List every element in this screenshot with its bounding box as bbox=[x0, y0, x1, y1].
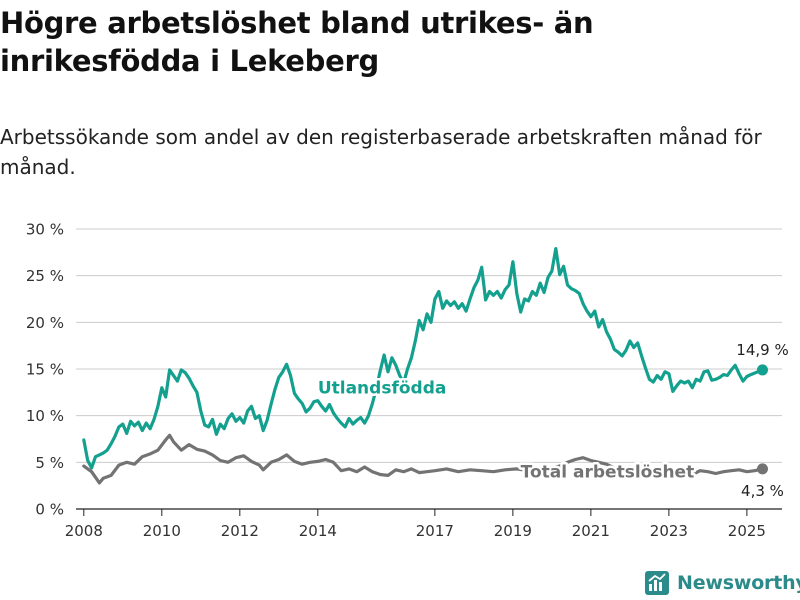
x-tick-label: 2019 bbox=[494, 522, 532, 540]
x-tick-label: 2017 bbox=[416, 522, 454, 540]
end-value-label: 14,9 % bbox=[736, 341, 788, 359]
newsworthy-logo-icon bbox=[645, 571, 669, 595]
y-tick-label: 15 % bbox=[26, 361, 64, 379]
series-label: Utlandsfödda bbox=[318, 378, 447, 398]
x-tick-label: 2025 bbox=[728, 522, 766, 540]
axes: 0 % 5 % 10 % 15 % 20 % 25 % 30 % 2008 2010 2012 20… bbox=[26, 221, 782, 540]
chart-labels: 14,9 % 4,3 % Utlandsfödda Total arbetslöshe… bbox=[315, 341, 788, 500]
chart-subtitle: Arbetssökande som andel av den registerb… bbox=[0, 125, 762, 179]
series-line-utlandsfödda bbox=[82, 247, 765, 470]
series-line-total-arbetslöshet bbox=[82, 433, 765, 485]
x-tick-label: 2023 bbox=[650, 522, 688, 540]
x-tick-label: 2021 bbox=[572, 522, 610, 540]
end-point-utlandsfödda bbox=[756, 364, 768, 376]
brand-logo[interactable]: Newsworthy bbox=[645, 570, 800, 596]
chart-title: Högre arbetslöshet bland utrikes- än inr… bbox=[0, 6, 594, 78]
grid-lines bbox=[76, 228, 782, 463]
x-tick-label: 2012 bbox=[221, 522, 259, 540]
end-point-total-arbetslöshet bbox=[756, 463, 768, 475]
series-lines bbox=[82, 247, 768, 485]
y-tick-label: 30 % bbox=[26, 221, 64, 239]
y-tick-label: 10 % bbox=[26, 407, 64, 425]
y-tick-label: 25 % bbox=[26, 267, 64, 285]
series-label: Total arbetslöshet bbox=[521, 462, 695, 482]
x-tick-label: 2008 bbox=[65, 522, 103, 540]
x-tick-label: 2014 bbox=[299, 522, 337, 540]
y-tick-label: 20 % bbox=[26, 314, 64, 332]
y-tick-label: 0 % bbox=[35, 501, 64, 519]
brand-name: Newsworthy bbox=[677, 572, 800, 594]
end-value-label: 4,3 % bbox=[741, 482, 784, 500]
x-tick-label: 2010 bbox=[143, 522, 181, 540]
y-tick-label: 5 % bbox=[35, 454, 64, 472]
